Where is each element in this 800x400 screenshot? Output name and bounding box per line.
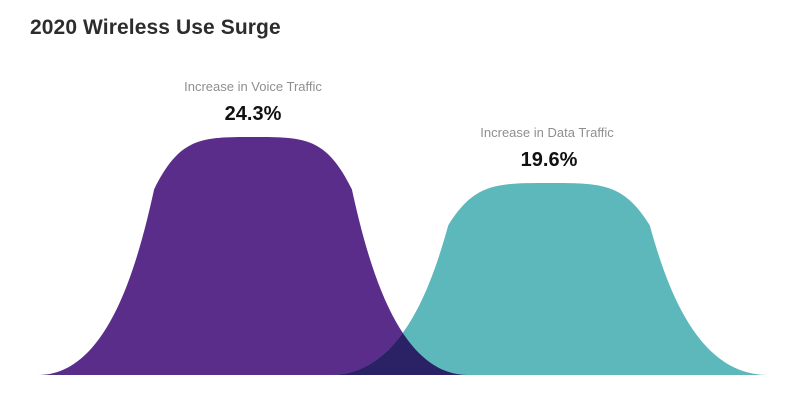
voice-traffic-hump <box>38 137 468 375</box>
data-traffic-value: 19.6% <box>521 149 578 171</box>
data-traffic-label: Increase in Data Traffic <box>480 125 614 140</box>
chart-title: 2020 Wireless Use Surge <box>30 16 281 39</box>
voice-traffic-value: 24.3% <box>225 103 282 125</box>
data-traffic-hump <box>330 183 768 375</box>
voice-traffic-label: Increase in Voice Traffic <box>184 79 322 94</box>
